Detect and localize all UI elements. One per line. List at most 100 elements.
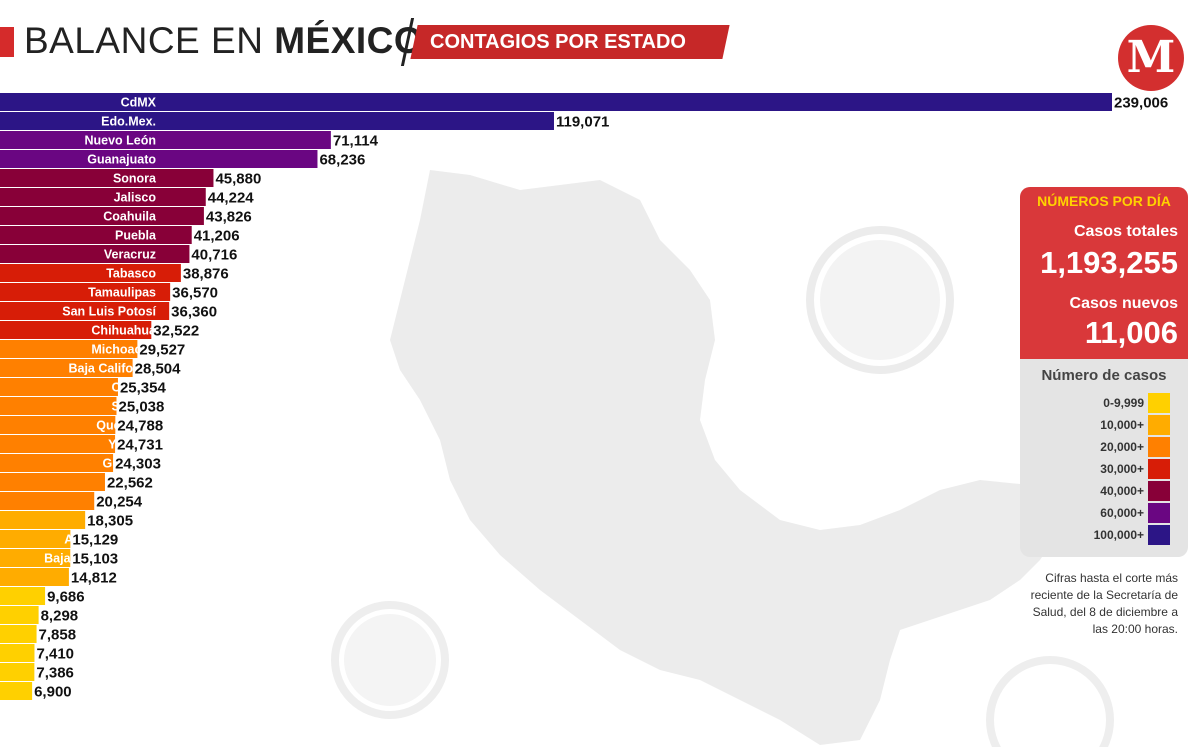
value-label: 9,686 — [47, 589, 85, 606]
legend-item-label: 100,000+ — [1093, 528, 1144, 542]
bar — [0, 549, 71, 567]
legend-swatch — [1148, 415, 1170, 435]
bar — [0, 568, 69, 586]
milenio-logo-icon: M — [1118, 25, 1184, 91]
category-label: Sonora — [113, 172, 157, 186]
category-label: Edo.Mex. — [101, 115, 156, 129]
category-label: Coahuila — [103, 210, 157, 224]
bar — [0, 207, 204, 225]
bar — [0, 112, 554, 130]
legend-item: 10,000+ — [1020, 415, 1188, 435]
value-label: 68,236 — [319, 152, 365, 169]
bar — [0, 435, 116, 453]
legend-swatch — [1148, 503, 1170, 523]
bar — [0, 454, 114, 472]
category-label: Puebla — [115, 229, 157, 243]
virus-decoration-1 — [806, 226, 954, 374]
value-label: 38,876 — [183, 266, 229, 283]
category-label: Campeche — [93, 685, 156, 699]
category-label: Nuevo León — [84, 134, 156, 148]
title-light: BALANCE EN — [24, 20, 275, 61]
category-label: Yucatán — [108, 438, 156, 452]
bar — [0, 606, 39, 624]
summary-heading: NÚMEROS POR DÍA — [1037, 193, 1171, 209]
value-label: 36,570 — [172, 285, 218, 302]
value-label: 22,562 — [107, 475, 153, 492]
legend-item-label: 40,000+ — [1100, 484, 1144, 498]
bar — [0, 302, 170, 320]
bar — [0, 93, 1112, 111]
legend-item: 60,000+ — [1020, 503, 1188, 523]
value-label: 119,071 — [556, 114, 609, 131]
legend-swatch — [1148, 437, 1170, 457]
source-note: Cifras hasta el corte más reciente de la… — [1030, 571, 1178, 636]
virus-decoration-2 — [331, 601, 449, 719]
value-label: 14,812 — [71, 570, 117, 587]
value-label: 24,303 — [115, 456, 161, 473]
category-label: Baja California — [68, 362, 157, 376]
legend-title: Número de casos — [1041, 367, 1167, 384]
legend-swatch — [1148, 525, 1170, 545]
value-label: 7,386 — [36, 665, 74, 682]
bar — [0, 378, 118, 396]
value-label: 28,504 — [135, 361, 182, 378]
bar — [0, 511, 86, 529]
bar — [0, 131, 331, 149]
value-label: 24,788 — [117, 418, 163, 435]
legend-item-label: 10,000+ — [1100, 418, 1144, 432]
bar — [0, 473, 105, 491]
bar — [0, 663, 35, 681]
new-cases-value: 11,006 — [1084, 315, 1178, 350]
category-label: CdMX — [121, 96, 157, 110]
virus-decoration-1-core — [820, 240, 940, 360]
bar — [0, 169, 214, 187]
value-label: 6,900 — [34, 684, 72, 701]
legend-item-label: 30,000+ — [1100, 462, 1144, 476]
legend-item: 0-9,999 — [1020, 393, 1188, 413]
legend-swatch — [1148, 481, 1170, 501]
category-label: Querétaro — [96, 419, 156, 433]
new-cases-label: Casos nuevos — [1069, 295, 1178, 312]
category-label: Zacatecas — [96, 514, 157, 528]
category-label: Colima — [114, 647, 157, 661]
category-label: Veracruz — [104, 248, 156, 262]
category-label: Chihuahua — [91, 324, 157, 338]
virus-decoration-3 — [986, 656, 1114, 747]
value-label: 29,527 — [139, 342, 185, 359]
legend-item: 30,000+ — [1020, 459, 1188, 479]
category-label: Tabasco — [106, 267, 156, 281]
summary-box: NÚMEROS POR DÍA Casos totales 1,193,255 … — [1020, 187, 1188, 359]
legend-swatch — [1148, 459, 1170, 479]
category-label: Guerrero — [103, 457, 157, 471]
page-title: BALANCE EN MÉXICO — [24, 18, 423, 64]
bar — [0, 682, 33, 700]
category-label: Nayarit — [114, 666, 157, 680]
value-label: 25,038 — [118, 399, 164, 416]
bar — [0, 416, 116, 434]
value-label: 44,224 — [208, 190, 255, 207]
value-label: 45,880 — [215, 171, 261, 188]
virus-decoration-2-core — [344, 614, 436, 706]
value-label: 7,410 — [36, 646, 74, 663]
category-label: Quintana Roo — [74, 571, 156, 585]
bar — [0, 625, 37, 643]
bar — [0, 188, 206, 206]
value-label: 8,298 — [41, 608, 79, 625]
value-label: 18,305 — [87, 513, 133, 530]
value-label: 41,206 — [194, 228, 240, 245]
value-label: 71,114 — [333, 133, 379, 150]
bar — [0, 283, 171, 301]
value-label: 15,103 — [72, 551, 118, 568]
legend-item: 100,000+ — [1020, 525, 1188, 545]
total-cases-value: 1,193,255 — [1040, 245, 1178, 280]
bar — [0, 492, 95, 510]
bar — [0, 359, 133, 377]
title-bold: MÉXICO — [274, 20, 424, 61]
bar — [0, 644, 35, 662]
legend-item: 20,000+ — [1020, 437, 1188, 457]
value-label: 239,006 — [1114, 95, 1168, 112]
value-label: 32,522 — [153, 323, 199, 340]
category-label: San Luis Potosí — [62, 305, 156, 319]
